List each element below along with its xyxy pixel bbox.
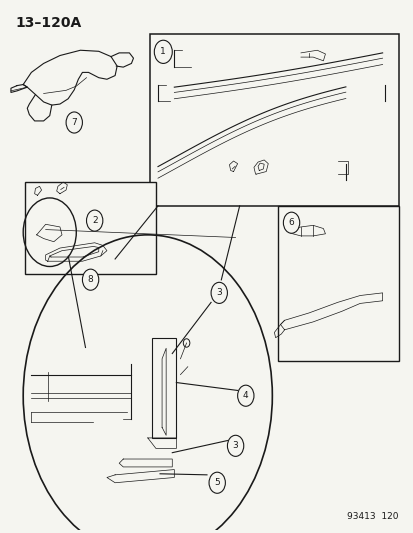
Text: 93413  120: 93413 120 [347, 512, 398, 521]
Circle shape [227, 435, 243, 456]
Bar [152, 338, 176, 438]
Text: 4: 4 [242, 391, 248, 400]
Circle shape [82, 269, 99, 290]
Circle shape [86, 210, 102, 231]
Text: 5: 5 [214, 478, 220, 487]
Text: 13–120A: 13–120A [15, 16, 81, 30]
Text: 3: 3 [216, 288, 222, 297]
Text: 2: 2 [92, 216, 97, 225]
Text: 3: 3 [232, 441, 238, 450]
Bar [278, 206, 398, 361]
Circle shape [211, 282, 227, 303]
Circle shape [282, 212, 299, 233]
Text: 6: 6 [288, 218, 294, 227]
Text: 1: 1 [160, 47, 166, 56]
Bar [150, 35, 398, 206]
Text: 7: 7 [71, 118, 77, 127]
Circle shape [209, 472, 225, 494]
Circle shape [154, 40, 172, 63]
Circle shape [66, 112, 82, 133]
Circle shape [237, 385, 253, 406]
Bar [25, 182, 156, 274]
Text: 8: 8 [88, 275, 93, 284]
